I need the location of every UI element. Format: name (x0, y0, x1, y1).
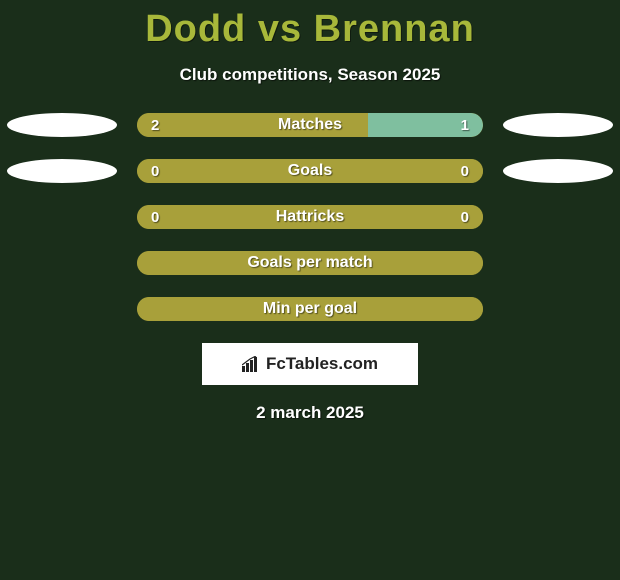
stat-value-left: 2 (151, 117, 159, 134)
stat-bar: Matches2 1 (137, 113, 483, 137)
stat-bar: Goals per match (137, 251, 483, 275)
stat-label: Hattricks (137, 208, 483, 226)
stat-bar: Min per goal (137, 297, 483, 321)
player-left-marker (7, 113, 117, 137)
stat-row: Goals0 0 (0, 159, 620, 183)
stat-row: Goals per match (0, 251, 620, 275)
site-logo: FcTables.com (202, 343, 418, 385)
stat-row: Min per goal (0, 297, 620, 321)
comparison-date: 2 march 2025 (0, 403, 620, 423)
stat-label: Goals (137, 162, 483, 180)
comparison-title: Dodd vs Brennan (0, 0, 620, 51)
stat-value-left: 0 (151, 209, 159, 226)
comparison-subtitle: Club competitions, Season 2025 (0, 65, 620, 85)
stat-value-left: 0 (151, 163, 159, 180)
player-right-marker (503, 113, 613, 137)
stat-rows: Matches21Goals00Hattricks00Goals per mat… (0, 113, 620, 321)
stat-label: Goals per match (137, 254, 483, 272)
stat-label: Min per goal (137, 300, 483, 318)
bar-chart-icon (242, 356, 260, 372)
stat-bar: Hattricks0 0 (137, 205, 483, 229)
stat-value-right: 0 (461, 209, 469, 226)
player-right-marker (503, 159, 613, 183)
site-logo-text: FcTables.com (266, 354, 378, 374)
stat-label: Matches (137, 116, 483, 134)
stat-row: Hattricks0 0 (0, 205, 620, 229)
player-left-marker (7, 159, 117, 183)
stat-value-right: 1 (461, 117, 469, 134)
stat-bar: Goals0 0 (137, 159, 483, 183)
stat-row: Matches2 1 (0, 113, 620, 137)
stat-value-right: 0 (461, 163, 469, 180)
